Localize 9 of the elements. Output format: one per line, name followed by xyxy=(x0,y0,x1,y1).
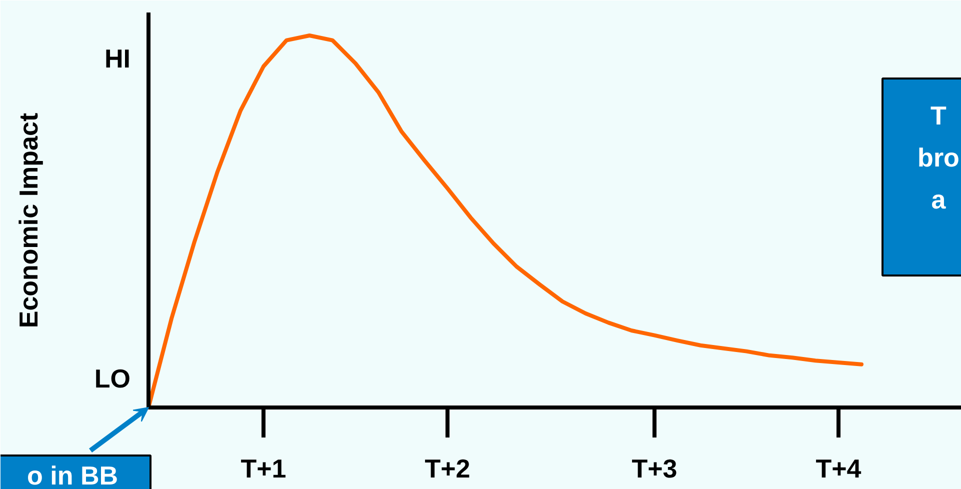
x-tick-label: T+4 xyxy=(816,454,862,484)
text: LO xyxy=(94,364,131,394)
text: T bro a xyxy=(918,100,960,214)
text: o in BB xyxy=(27,460,118,489)
y-axis-title: Economic Impact xyxy=(14,112,44,328)
x-tick-label: T+3 xyxy=(632,454,678,484)
x-tick-label: T+1 xyxy=(240,454,286,484)
text: HI xyxy=(104,44,130,74)
x-tick-label: T+2 xyxy=(424,454,470,484)
